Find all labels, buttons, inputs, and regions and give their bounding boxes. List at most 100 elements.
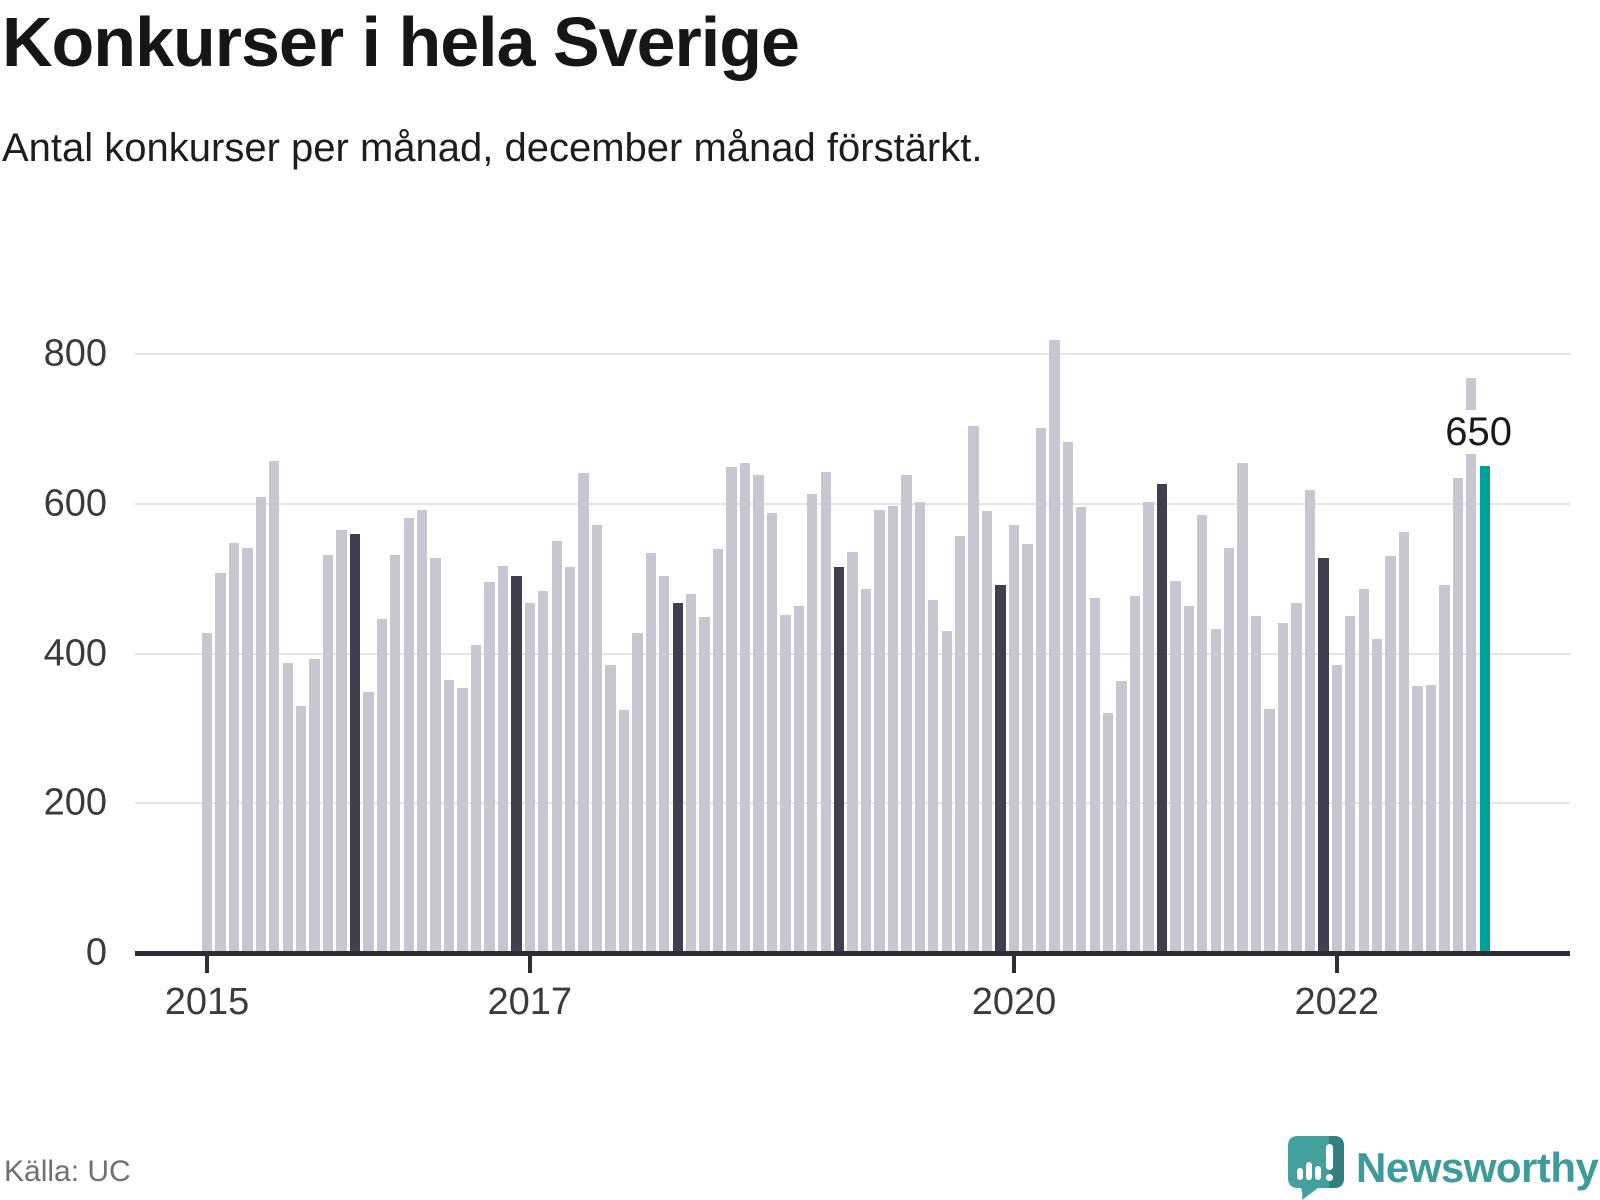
bar-2018-07 (766, 513, 778, 953)
bar-2022-01 (1331, 664, 1342, 953)
bar-2017-04 (564, 566, 576, 953)
bar-2020-09 (1116, 681, 1127, 953)
bar-2017-10 (645, 553, 657, 953)
bar-2022-07 (1412, 685, 1423, 953)
bar-2017-05 (578, 473, 589, 953)
bar-2020-03 (1035, 428, 1047, 953)
bar-2016-11 (497, 565, 509, 953)
bar-2016-01 (363, 692, 374, 953)
bar-2019-09 (955, 535, 966, 953)
bar-2020-11 (1143, 501, 1154, 953)
bar-2022-11 (1466, 377, 1477, 953)
newsworthy-logo-icon (1288, 1136, 1344, 1200)
bar-2020-10 (1129, 595, 1141, 953)
source-note: Källa: UC (4, 1155, 131, 1188)
bar-2021-02 (1183, 606, 1195, 953)
bar-2021-04 (1210, 628, 1221, 953)
bar-2018-05 (739, 463, 751, 953)
bar-2018-04 (726, 467, 737, 953)
bar-2022-12 (1479, 466, 1490, 953)
bar-2022-09 (1439, 585, 1450, 953)
bar-2015-07 (282, 663, 293, 953)
bar-2021-01 (1170, 580, 1181, 953)
bar-2017-07 (605, 664, 616, 953)
bar-2020-01 (1008, 525, 1020, 953)
bar-2018-06 (753, 475, 764, 953)
y-axis-label-600: 600 (43, 482, 107, 525)
bar-2015-04 (242, 547, 253, 953)
bar-2020-06 (1076, 506, 1087, 953)
chart-title: Konkurser i hela Sverige (2, 3, 800, 81)
bar-2021-12 (1318, 557, 1329, 953)
y-axis-label-400: 400 (43, 632, 107, 674)
bar-2018-08 (780, 615, 791, 953)
value-annotation: 650 (1437, 410, 1520, 454)
bar-2016-12 (511, 576, 522, 953)
brand: Newsworthy (1288, 1136, 1600, 1200)
y-axis-label-800: 800 (43, 332, 107, 375)
bar-2020-08 (1102, 713, 1114, 953)
bar-2022-04 (1371, 639, 1383, 953)
bar-2019-10 (968, 425, 979, 953)
bar-2016-07 (443, 679, 455, 953)
x-axis-label-2020: 2020 (971, 980, 1057, 1023)
bar-chart-plot: 0 200 400 600 800 2015 2017 2020 2022 650 (43, 332, 1570, 1023)
bar-2018-03 (712, 548, 724, 953)
bar-2021-05 (1224, 547, 1235, 953)
gridline-600 (135, 502, 1570, 505)
bar-2018-12 (833, 566, 845, 953)
x-tick-2020 (1012, 955, 1016, 973)
bar-2018-02 (699, 616, 710, 953)
bar-2018-01 (686, 593, 697, 953)
x-axis-label-2015: 2015 (164, 980, 250, 1023)
bar-2015-06 (269, 461, 280, 953)
bar-2016-08 (457, 687, 468, 953)
bar-2021-10 (1291, 602, 1302, 953)
chart-subtitle: Antal konkurser per månad, december måna… (2, 126, 983, 170)
bar-2018-09 (793, 606, 804, 953)
bar-2019-06 (914, 501, 926, 953)
bar-2022-02 (1345, 616, 1356, 953)
bar-2022-03 (1358, 589, 1369, 953)
bar-2022-10 (1452, 477, 1464, 953)
bar-2017-06 (591, 524, 603, 953)
bar-2019-07 (928, 599, 939, 953)
gridline-800 (135, 353, 1570, 355)
bar-2015-01 (201, 633, 213, 953)
bar-2015-11 (336, 529, 347, 953)
bar-2021-07 (1250, 616, 1262, 953)
x-tick-2015 (205, 955, 209, 973)
bar-2021-09 (1277, 622, 1289, 953)
bar-2018-11 (820, 471, 831, 953)
bar-2017-12 (672, 603, 683, 953)
bar-2015-05 (255, 497, 266, 953)
bar-2017-02 (538, 590, 549, 953)
bar-2019-04 (887, 505, 899, 953)
bar-2022-05 (1385, 556, 1396, 953)
bar-2021-03 (1197, 514, 1208, 953)
bar-2017-09 (632, 633, 643, 953)
bar-2019-03 (874, 510, 885, 953)
bar-2016-04 (403, 517, 414, 953)
bar-2015-03 (228, 542, 240, 953)
bar-2021-11 (1304, 490, 1316, 953)
y-axis-label-0: 0 (85, 931, 107, 974)
bar-2022-06 (1398, 532, 1410, 953)
bar-2016-02 (376, 619, 388, 953)
bar-2015-09 (309, 659, 320, 953)
bar-2016-06 (430, 557, 441, 953)
bar-2020-02 (1022, 544, 1033, 953)
bar-2017-03 (551, 541, 562, 953)
bar-2020-07 (1089, 598, 1100, 953)
bar-2021-06 (1237, 462, 1248, 953)
bar-2020-12 (1156, 483, 1168, 953)
x-axis-line (135, 950, 1570, 956)
bar-2019-01 (847, 551, 858, 953)
x-tick-2017 (527, 955, 532, 973)
bar-2015-12 (349, 533, 361, 953)
bar-2019-12 (995, 584, 1006, 953)
bar-2020-04 (1049, 339, 1060, 953)
bar-2020-05 (1062, 442, 1073, 953)
bar-2017-01 (524, 602, 535, 953)
